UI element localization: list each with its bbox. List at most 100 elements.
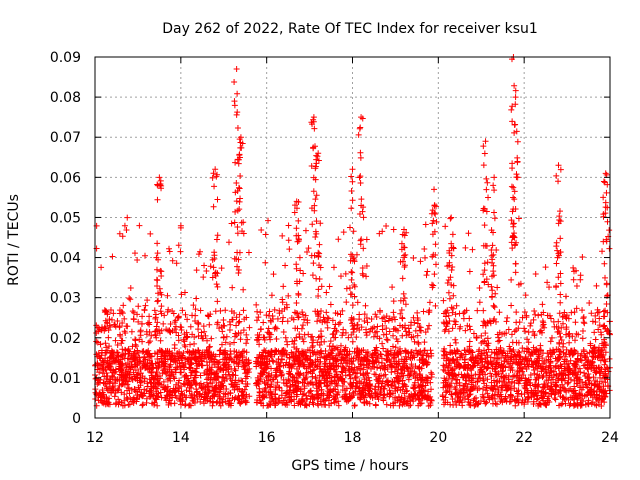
data-point <box>509 165 516 172</box>
data-point <box>233 66 240 73</box>
data-point <box>343 351 350 358</box>
data-point <box>144 383 151 390</box>
data-point <box>191 340 198 347</box>
data-point <box>214 283 221 290</box>
data-point <box>493 401 500 408</box>
data-point <box>340 229 347 236</box>
data-point <box>125 351 132 358</box>
data-point <box>351 402 358 409</box>
data-point <box>384 337 391 344</box>
data-point <box>448 380 455 387</box>
data-point <box>360 362 367 369</box>
data-point <box>115 396 122 403</box>
data-point <box>377 377 384 384</box>
data-point <box>102 366 109 373</box>
data-point <box>170 371 177 378</box>
data-point <box>349 269 356 276</box>
data-point <box>234 352 241 359</box>
data-point <box>553 239 560 246</box>
data-point <box>183 387 190 394</box>
data-point <box>523 348 530 355</box>
data-point <box>228 365 235 372</box>
data-point <box>235 396 242 403</box>
data-point <box>509 118 516 125</box>
data-point <box>261 380 268 387</box>
data-point <box>137 382 144 389</box>
data-point <box>531 381 538 388</box>
data-point <box>132 367 139 374</box>
data-point <box>293 357 300 364</box>
data-point <box>125 378 132 385</box>
data-point <box>139 313 146 320</box>
data-point <box>415 402 422 409</box>
data-point <box>105 327 112 334</box>
data-point <box>258 355 265 362</box>
data-point <box>360 245 367 252</box>
data-point <box>356 210 363 217</box>
data-point <box>202 398 209 405</box>
data-point <box>373 358 380 365</box>
data-point <box>411 338 418 345</box>
data-point <box>515 387 522 394</box>
data-point <box>335 236 342 243</box>
data-point <box>540 309 547 316</box>
data-point <box>212 272 219 279</box>
data-point <box>470 330 477 337</box>
data-point <box>496 309 503 316</box>
data-point <box>165 350 172 357</box>
data-point <box>521 401 528 408</box>
data-point <box>193 380 200 387</box>
data-point <box>334 382 341 389</box>
data-point <box>606 330 613 337</box>
data-point <box>559 343 566 350</box>
data-point <box>241 348 248 355</box>
data-point <box>111 358 118 365</box>
data-point <box>212 388 219 395</box>
data-point <box>488 294 495 301</box>
data-point <box>131 250 138 257</box>
data-point <box>327 353 334 360</box>
data-point <box>118 367 125 374</box>
data-point <box>175 337 182 344</box>
data-point <box>154 240 161 247</box>
data-point <box>558 324 565 331</box>
data-point <box>169 356 176 363</box>
data-point <box>314 388 321 395</box>
data-point <box>470 362 477 369</box>
data-point <box>471 395 478 402</box>
data-point <box>606 245 613 252</box>
data-point <box>427 393 434 400</box>
data-point <box>512 87 519 94</box>
data-point <box>116 230 123 237</box>
data-point <box>602 387 609 394</box>
data-point <box>507 367 514 374</box>
data-point <box>476 346 483 353</box>
data-point <box>416 364 423 371</box>
data-point <box>232 189 239 196</box>
data-point <box>119 380 126 387</box>
data-point <box>554 357 561 364</box>
data-point <box>181 289 188 296</box>
data-point <box>383 325 390 332</box>
data-point <box>348 173 355 180</box>
data-point <box>154 319 161 326</box>
data-point <box>309 342 316 349</box>
data-point <box>182 343 189 350</box>
data-points <box>92 54 613 409</box>
data-point <box>441 310 448 317</box>
data-point <box>590 388 597 395</box>
data-point <box>472 371 479 378</box>
data-point <box>187 323 194 330</box>
data-point <box>233 314 240 321</box>
data-point <box>160 378 167 385</box>
data-point <box>361 394 368 401</box>
data-point <box>412 370 419 377</box>
data-point <box>317 317 324 324</box>
data-point <box>443 320 450 327</box>
data-point <box>178 324 185 331</box>
data-point <box>268 348 275 355</box>
data-point <box>154 250 161 257</box>
data-point <box>126 363 133 370</box>
data-point <box>214 232 221 239</box>
data-point <box>148 380 155 387</box>
